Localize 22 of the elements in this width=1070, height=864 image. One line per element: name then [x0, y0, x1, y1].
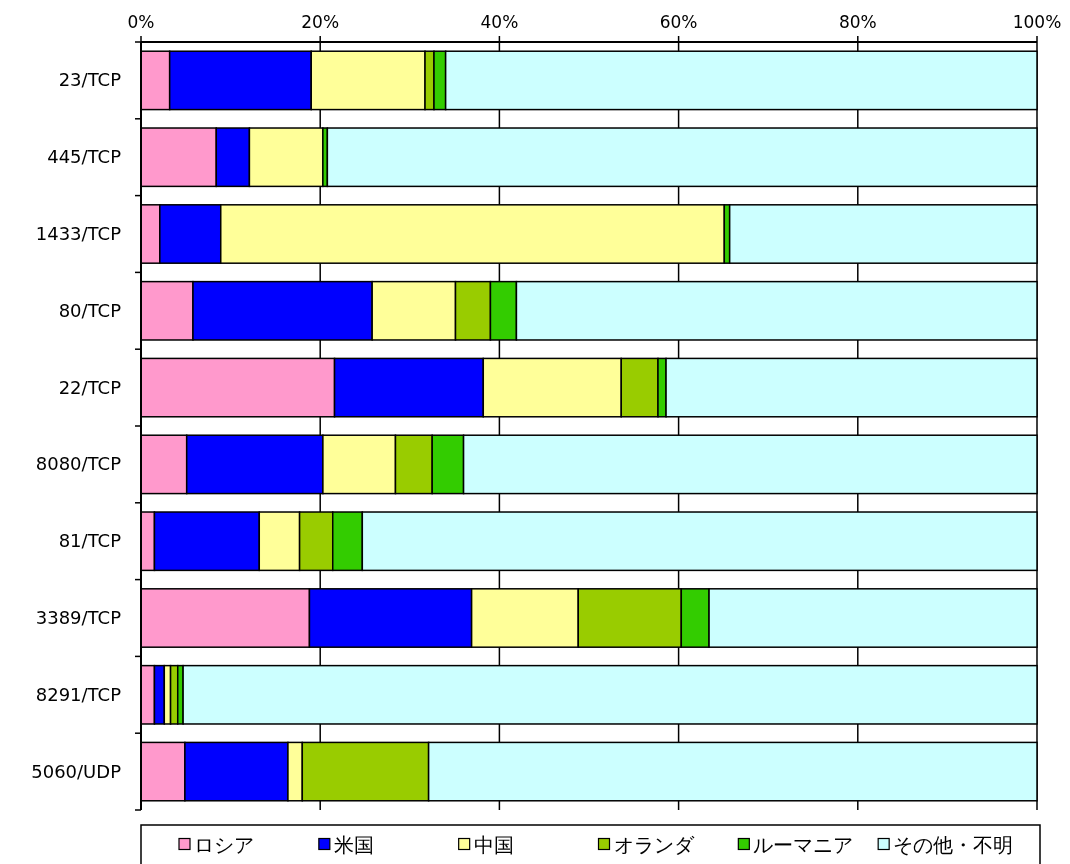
legend-label: ロシア	[194, 832, 254, 857]
x-tick-label: 20%	[301, 12, 340, 32]
y-tick-label: 1433/TCP	[35, 223, 122, 244]
legend-label: その他・不明	[893, 832, 1014, 857]
y-tick-label: 8291/TCP	[35, 683, 122, 705]
y-tick-label: 5060/UDP	[31, 760, 122, 782]
y-tick-label: 81/TCP	[58, 530, 122, 552]
legend-label: オランダ	[613, 832, 695, 857]
x-tick-label: 100%	[1012, 12, 1062, 32]
legend-label: ルーマニア	[753, 832, 854, 857]
y-tick-label: 23/TCP	[58, 69, 122, 91]
legend-label: 米国	[333, 832, 374, 857]
x-tick-label: 60%	[659, 12, 698, 32]
y-tick-label: 80/TCP	[58, 299, 122, 321]
x-tick-label: 40%	[480, 12, 519, 32]
y-tick-label: 22/TCP	[58, 376, 122, 398]
x-tick-label: 0%	[127, 12, 155, 32]
y-tick-label: 8080/TCP	[35, 453, 122, 475]
y-tick-label: 445/TCP	[47, 146, 122, 168]
legend-label: 中国	[473, 832, 514, 857]
y-tick-label: 3389/TCP	[35, 607, 122, 628]
x-tick-label: 80%	[838, 12, 877, 32]
